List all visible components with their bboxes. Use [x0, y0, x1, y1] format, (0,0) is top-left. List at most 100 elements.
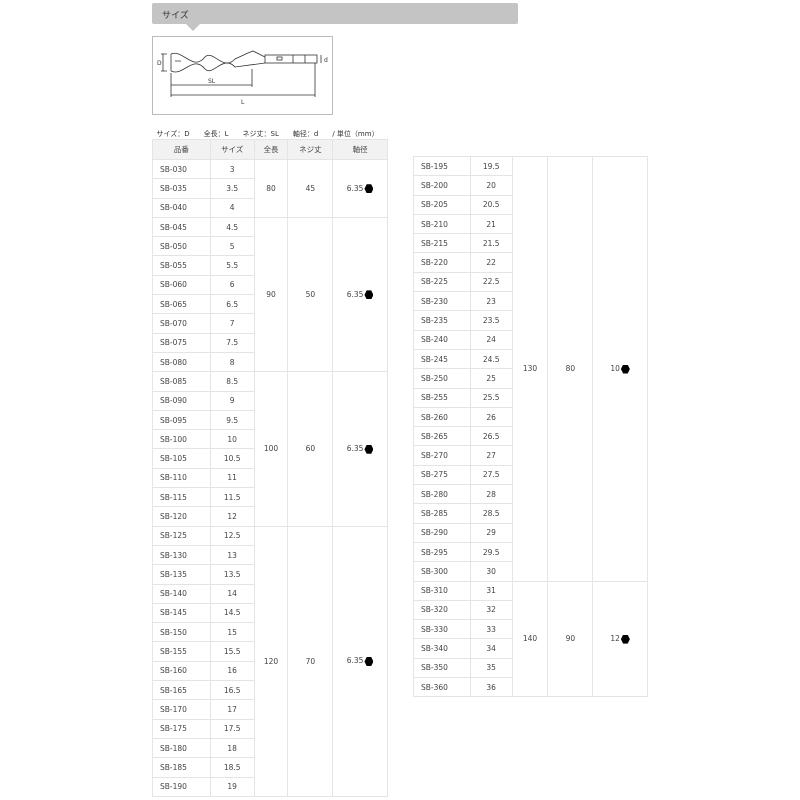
length-value: 90	[253, 216, 289, 373]
table-row: SB-100 10	[152, 429, 388, 450]
hexagon-icon	[620, 364, 630, 374]
hexagon-icon	[620, 634, 630, 644]
legend-item: サイズ：D	[156, 130, 190, 138]
part-number: SB-150	[152, 622, 211, 643]
table-row: SB-340 34	[413, 638, 648, 659]
header-thread-length: ネジ丈	[287, 139, 334, 160]
part-number: SB-360	[413, 677, 471, 698]
part-number: SB-110	[152, 467, 211, 489]
size-value: 7	[209, 313, 255, 334]
size-value: 20.5	[469, 194, 513, 215]
table-header-row: 品番 サイズ 全長 ネジ丈 軸径	[152, 139, 388, 160]
part-number: SB-095	[152, 409, 211, 431]
part-number: SB-190	[152, 776, 211, 797]
part-number: SB-275	[413, 464, 471, 486]
thread-length-value: 45	[287, 159, 334, 218]
table-row: SB-310 31 140 90 12	[413, 580, 648, 698]
part-number: SB-085	[152, 371, 211, 392]
legend-item: / 単位（mm）	[332, 130, 379, 138]
shaft-diameter-cell: 10	[592, 156, 648, 582]
table-row: SB-245 24.5	[413, 348, 648, 370]
size-value: 19	[209, 776, 255, 797]
part-number: SB-210	[413, 213, 471, 235]
table-row: SB-165 16.5	[152, 680, 388, 701]
part-number: SB-165	[152, 680, 211, 701]
part-number: SB-265	[413, 426, 471, 447]
part-number: SB-060	[152, 274, 211, 296]
size-value: 11.5	[209, 487, 255, 508]
size-value: 12	[209, 506, 255, 527]
size-table-right: SB-195 19.5 130 80 10 SB-200 20 SB-205 20.5 SB-21…	[413, 155, 648, 698]
hexagon-icon	[364, 444, 374, 454]
table-row: SB-240 24	[413, 329, 648, 350]
section-header: サイズ	[152, 3, 518, 31]
size-value: 28.5	[469, 503, 513, 524]
table-row: SB-225 22.5	[413, 271, 648, 293]
shaft-diameter-value: 6.35	[346, 289, 364, 299]
size-value: 16	[209, 660, 255, 682]
part-number: SB-270	[413, 445, 471, 466]
length-value: 130	[511, 156, 549, 582]
legend-item: 軸径：d	[292, 130, 319, 138]
size-value: 22	[469, 252, 513, 273]
size-value: 15.5	[209, 641, 255, 662]
label-d: d	[324, 57, 328, 64]
size-value: 21	[469, 213, 513, 235]
size-value: 23.5	[469, 310, 513, 331]
table-row: SB-295 29.5	[413, 541, 648, 563]
part-number: SB-240	[413, 329, 471, 350]
shaft-diameter-value: 10	[610, 364, 620, 374]
part-number: SB-135	[152, 564, 211, 585]
size-value: 16.5	[209, 680, 255, 701]
shaft-diameter-value: 6.35	[346, 183, 364, 193]
part-number: SB-320	[413, 599, 471, 621]
shaft-diameter-cell: 6.35	[332, 216, 388, 373]
auger-bit-diagram: D SL L d	[152, 36, 333, 115]
part-number: SB-215	[413, 233, 471, 254]
size-value: 27	[469, 445, 513, 466]
size-value: 8	[209, 351, 255, 373]
table-row: SB-040 4	[152, 197, 388, 218]
table-row: SB-080 8	[152, 351, 388, 373]
part-number: SB-195	[413, 155, 471, 177]
thread-length-value: 70	[287, 525, 334, 797]
part-number: SB-075	[152, 332, 211, 353]
auger-bit-drawing: D SL L d	[157, 50, 328, 106]
part-number: SB-140	[152, 583, 211, 604]
part-number: SB-130	[152, 544, 211, 566]
size-value: 25	[469, 368, 513, 389]
size-value: 24	[469, 329, 513, 350]
part-number: SB-280	[413, 484, 471, 505]
size-value: 7.5	[209, 332, 255, 353]
table-row: SB-285 28.5	[413, 503, 648, 524]
part-number: SB-030	[152, 158, 211, 180]
shaft-diameter-value: 6.35	[346, 444, 364, 454]
header-length: 全長	[253, 139, 289, 160]
part-number: SB-045	[152, 216, 211, 238]
table-row: SB-095 9.5	[152, 409, 388, 431]
length-value: 120	[253, 525, 289, 797]
label-L: L	[241, 99, 245, 106]
table-row: SB-045 4.5 90 50 6.35	[152, 216, 388, 373]
table-row: SB-140 14	[152, 583, 388, 604]
part-number: SB-220	[413, 252, 471, 273]
thread-length-value: 50	[287, 216, 334, 373]
header-size: サイズ	[209, 139, 255, 160]
length-value: 140	[511, 580, 549, 698]
shaft-diameter-cell: 12	[592, 580, 648, 698]
length-value: 80	[253, 159, 289, 218]
table-row: SB-300 30	[413, 561, 648, 582]
table-row: SB-160 16	[152, 660, 388, 682]
part-number: SB-285	[413, 503, 471, 524]
part-number: SB-300	[413, 561, 471, 582]
table-row: SB-360 36	[413, 677, 648, 698]
size-table-left: 品番 サイズ 全長 ネジ丈 軸径 SB-030 3 80 45 6.35 SB-035 3.…	[152, 139, 388, 797]
part-number: SB-255	[413, 387, 471, 408]
part-number: SB-180	[152, 737, 211, 759]
table-row: SB-330 33	[413, 619, 648, 640]
size-value: 19.5	[469, 155, 513, 177]
size-value: 6	[209, 274, 255, 296]
size-value: 3.5	[209, 178, 255, 199]
part-number: SB-090	[152, 390, 211, 411]
size-value: 25.5	[469, 387, 513, 408]
